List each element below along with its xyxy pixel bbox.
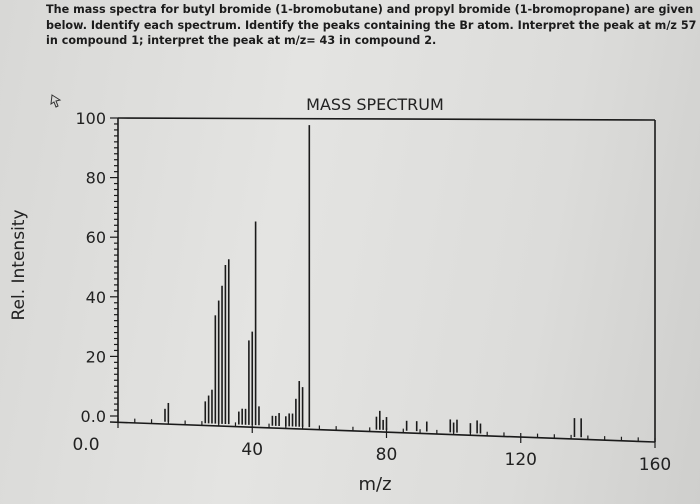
y-tick-label: 20 (86, 347, 106, 366)
y-tick-label: 0.0 (81, 407, 106, 426)
question-line: below. Identify each spectrum. Identify … (46, 18, 697, 32)
question-text: The mass spectra for butyl bromide (1-br… (46, 2, 697, 49)
y-axis-ticks: 0.0 20 40 60 80 100 (75, 109, 118, 426)
cursor-arrow-icon (50, 94, 62, 108)
y-tick-label: 80 (86, 169, 106, 188)
x-axis-ticks: 0.0 40 80 120 160 (72, 418, 671, 475)
question-line: The mass spectra for butyl bromide (1-br… (46, 3, 694, 16)
chart-title: MASS SPECTRUM (306, 95, 444, 114)
top-border (117, 117, 656, 121)
x-tick-label: 40 (241, 440, 263, 460)
plot-frame (109, 117, 656, 443)
x-tick-label: 80 (376, 445, 398, 465)
spectrum-peaks (164, 125, 582, 438)
x-axis-line (109, 421, 656, 443)
y-axis-label: Rel. Intensity (9, 209, 29, 320)
x-tick-label: 160 (639, 455, 671, 475)
question-line: in compound 1; interpret the peak at m/z… (46, 34, 437, 47)
y-tick-label: 100 (75, 109, 106, 128)
y-tick-label: 60 (86, 228, 106, 247)
x-tick-label: 0.0 (72, 435, 99, 455)
x-axis-label: m/z (358, 474, 391, 495)
y-tick-label: 40 (86, 288, 106, 307)
x-tick-label: 120 (505, 450, 537, 470)
